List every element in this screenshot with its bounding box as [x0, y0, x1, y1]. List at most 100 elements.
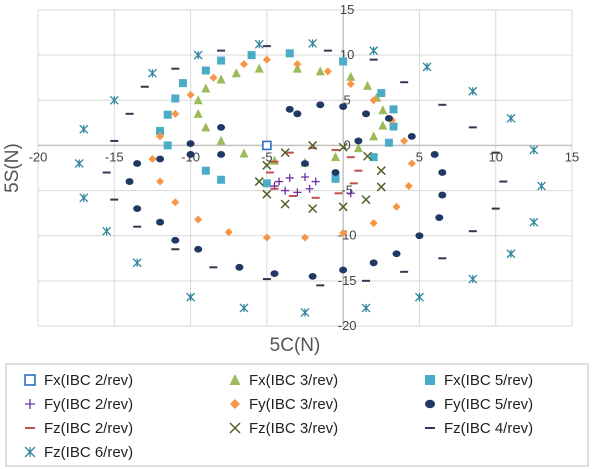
data-point	[262, 179, 271, 188]
data-point	[133, 205, 142, 213]
data-point	[339, 229, 348, 238]
data-point	[392, 250, 401, 258]
data-point	[378, 120, 388, 130]
data-point	[369, 46, 379, 56]
data-point	[171, 236, 180, 244]
y-tick-label: -15	[338, 273, 357, 288]
data-point	[369, 259, 378, 267]
data-point	[415, 232, 424, 240]
data-point	[308, 204, 318, 214]
series-2	[156, 49, 398, 188]
data-point	[468, 86, 478, 96]
x-tick-label: 5	[416, 149, 423, 164]
data-point	[376, 182, 386, 192]
data-point	[156, 218, 165, 226]
data-point	[254, 63, 264, 73]
data-point	[384, 138, 393, 147]
series-0	[262, 140, 272, 151]
data-point	[331, 174, 340, 183]
data-points	[74, 38, 546, 317]
grid	[37, 9, 573, 327]
legend: Fx(IBC 2/rev) Fx(IBC 3/rev) Fx(IBC 5/rev) F…	[5, 363, 589, 467]
legend-label: Fz(IBC 3/rev)	[249, 420, 338, 437]
data-point	[338, 142, 348, 152]
y-axis-label: 5S(N)	[2, 143, 23, 193]
data-point	[209, 73, 218, 82]
legend-item: Fx(IBC 3/rev)	[229, 372, 338, 389]
data-point	[338, 202, 348, 212]
data-point	[102, 226, 112, 236]
data-point	[217, 151, 226, 158]
data-point	[217, 56, 226, 65]
data-point	[275, 177, 284, 186]
y-tick-label: 0	[344, 137, 351, 152]
data-point	[201, 166, 210, 175]
data-point	[384, 114, 393, 122]
data-point	[156, 126, 165, 135]
data-point	[362, 110, 371, 118]
legend-marker	[229, 422, 241, 434]
data-point	[193, 108, 203, 118]
data-point	[404, 182, 413, 191]
x-tick-label: -5	[261, 149, 273, 164]
legend-marker	[425, 375, 435, 385]
data-point	[438, 169, 447, 176]
legend-item: Fz(IBC 2/rev)	[25, 420, 133, 437]
legend-item: Fx(IBC 5/rev)	[425, 372, 533, 389]
data-point	[430, 151, 439, 158]
legend-item: Fz(IBC 3/rev)	[229, 420, 338, 437]
data-point	[346, 80, 355, 89]
legend-label: Fx(IBC 3/rev)	[249, 372, 338, 389]
data-point	[235, 263, 244, 271]
data-point	[186, 151, 195, 158]
data-point	[231, 68, 241, 78]
data-point	[529, 217, 539, 227]
data-point	[254, 39, 264, 49]
data-point	[353, 143, 363, 153]
data-point	[239, 60, 248, 69]
data-point	[376, 166, 386, 176]
data-point	[193, 95, 203, 105]
data-point	[224, 228, 233, 237]
legend-marker	[425, 399, 435, 409]
data-point	[316, 101, 325, 109]
data-point	[262, 140, 272, 151]
y-tick-label: -10	[338, 228, 357, 243]
axes	[38, 10, 572, 326]
data-point	[262, 189, 272, 199]
data-point	[346, 189, 355, 198]
data-point	[293, 60, 302, 69]
data-point	[216, 135, 226, 145]
data-point	[216, 74, 226, 84]
legend-item: Fy(IBC 3/rev)	[230, 396, 338, 413]
legend-marker	[229, 374, 241, 385]
data-point	[369, 131, 379, 141]
data-point	[331, 152, 341, 162]
data-point	[308, 38, 318, 48]
legend-label: Fz(IBC 6/rev)	[44, 444, 133, 461]
data-point	[339, 57, 348, 66]
data-point	[201, 66, 210, 75]
data-point	[193, 50, 203, 60]
data-point	[293, 110, 302, 118]
data-point	[280, 199, 290, 209]
data-point	[315, 66, 325, 76]
x-tick-label: 15	[565, 149, 579, 164]
data-point	[363, 80, 373, 90]
data-point	[163, 110, 172, 119]
data-point	[529, 145, 539, 155]
data-point	[270, 270, 279, 278]
data-point	[285, 49, 294, 58]
legend-item: Fy(IBC 2/rev)	[25, 396, 133, 413]
data-point	[323, 67, 332, 76]
data-point	[147, 68, 157, 78]
data-point	[361, 303, 371, 313]
legend-label: Fy(IBC 2/rev)	[44, 396, 133, 413]
data-point	[262, 233, 271, 242]
data-point	[414, 292, 424, 302]
data-point	[262, 160, 272, 170]
data-point	[305, 184, 314, 193]
series-4	[148, 55, 416, 242]
data-point	[311, 177, 320, 186]
